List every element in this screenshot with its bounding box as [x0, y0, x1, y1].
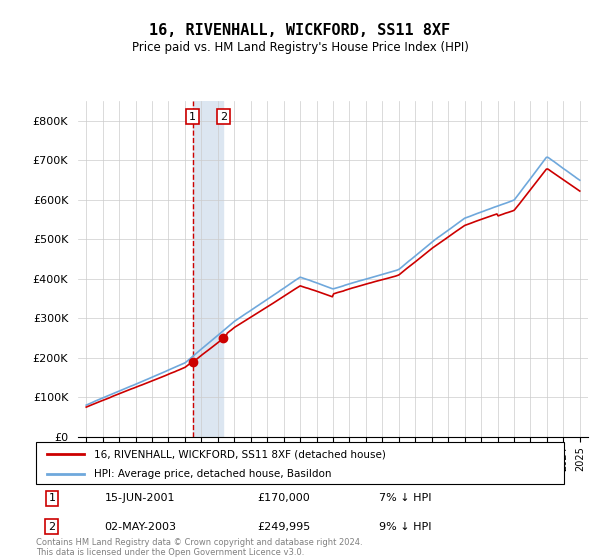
Text: 1: 1 [189, 111, 196, 122]
Text: 2: 2 [220, 111, 227, 122]
Text: 7% ↓ HPI: 7% ↓ HPI [379, 493, 432, 503]
Text: 16, RIVENHALL, WICKFORD, SS11 8XF (detached house): 16, RIVENHALL, WICKFORD, SS11 8XF (detac… [94, 449, 386, 459]
Bar [193, 101, 223, 437]
Text: 2: 2 [48, 521, 55, 531]
Text: 9% ↓ HPI: 9% ↓ HPI [379, 521, 432, 531]
Text: 16, RIVENHALL, WICKFORD, SS11 8XF: 16, RIVENHALL, WICKFORD, SS11 8XF [149, 24, 451, 38]
Text: £170,000: £170,000 [258, 493, 311, 503]
Text: Price paid vs. HM Land Registry's House Price Index (HPI): Price paid vs. HM Land Registry's House … [131, 41, 469, 54]
Text: HPI: Average price, detached house, Basildon: HPI: Average price, detached house, Basi… [94, 469, 332, 479]
Text: Contains HM Land Registry data © Crown copyright and database right 2024.
This d: Contains HM Land Registry data © Crown c… [36, 538, 362, 557]
FancyBboxPatch shape [36, 442, 564, 484]
Text: 1: 1 [49, 493, 55, 503]
Text: 02-MAY-2003: 02-MAY-2003 [104, 521, 176, 531]
Text: 15-JUN-2001: 15-JUN-2001 [104, 493, 175, 503]
Text: £249,995: £249,995 [258, 521, 311, 531]
